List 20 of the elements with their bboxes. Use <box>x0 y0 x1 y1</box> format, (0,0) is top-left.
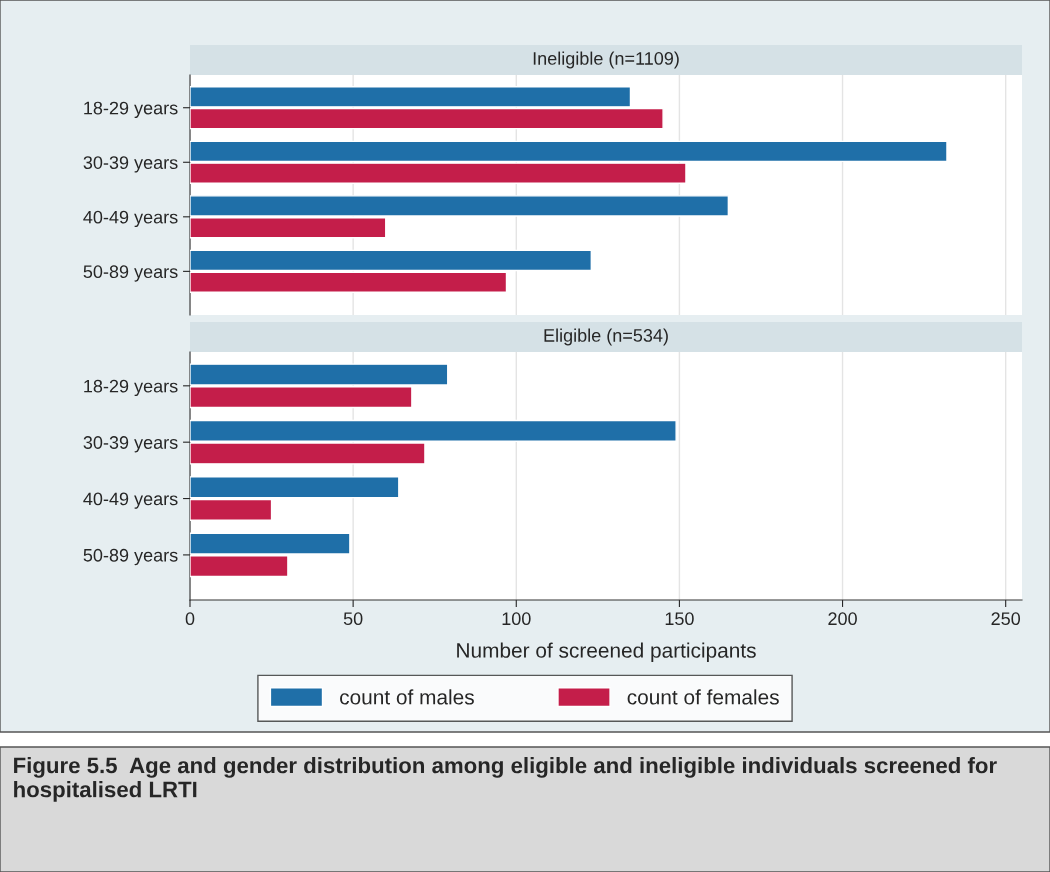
x-tick-label: 150 <box>665 612 694 626</box>
x-tick-label: 0 <box>185 612 195 626</box>
x-axis-title: Number of screened participants <box>457 642 756 662</box>
y-tick-label: 18-29 years <box>84 101 178 119</box>
x-tick-label: 100 <box>502 612 531 626</box>
legend-label: count of females <box>627 689 779 705</box>
caption: Figure 5.5 Age and gender distribution among eligible and ineligible individuals screened for hospitalised LRTI <box>14 757 997 802</box>
legend-label: count of males <box>340 689 474 705</box>
y-tick-label: 40-49 years <box>83 210 178 228</box>
y-tick-label: 30-39 years <box>83 156 178 173</box>
y-tick-label: 50-89 years <box>83 548 178 566</box>
x-tick-label: 50 <box>343 612 363 626</box>
x-tick-label: 200 <box>828 612 857 626</box>
chart-title: Eligible (n=534) <box>544 328 668 346</box>
y-tick-label: 50-89 years <box>83 265 178 282</box>
chart-title: Ineligible (n=1109) <box>533 51 679 69</box>
y-tick-label: 18-29 years <box>84 379 178 397</box>
y-tick-label: 30-39 years <box>83 436 178 453</box>
y-tick-label: 40-49 years <box>83 492 178 509</box>
x-tick-label: 250 <box>991 612 1021 626</box>
